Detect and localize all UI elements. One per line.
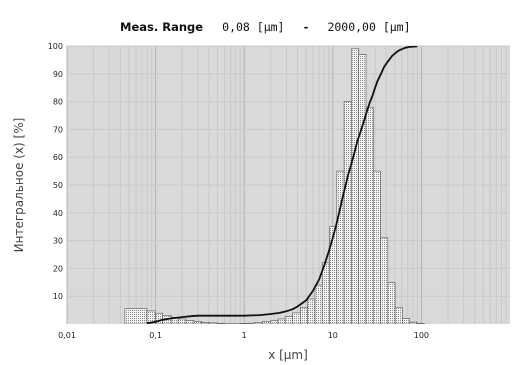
chart-title: Meas. Range 0,08 [µm] - 2000,00 [µm] xyxy=(120,16,411,35)
histogram-bar xyxy=(247,322,255,324)
y-tick-label: 50 xyxy=(53,181,63,190)
histogram-bar xyxy=(208,322,218,324)
histogram-bar xyxy=(124,308,148,324)
y-tick-label: 20 xyxy=(53,264,63,273)
histogram-bar xyxy=(380,237,389,324)
y-tick-label: 70 xyxy=(53,125,63,134)
histogram-bar xyxy=(284,316,293,324)
histogram-bar xyxy=(217,323,225,324)
x-tick-label: 100 xyxy=(414,331,429,340)
histogram-bar xyxy=(394,307,403,324)
histogram-bars xyxy=(124,48,425,324)
x-tick-label: 0,1 xyxy=(149,331,162,340)
histogram-bar xyxy=(270,320,279,324)
y-tick-label: 100 xyxy=(48,42,63,51)
cumulative-line xyxy=(146,46,418,324)
histogram-bar xyxy=(185,320,195,324)
grid xyxy=(66,45,510,324)
title-label: Meas. Range xyxy=(120,20,203,34)
histogram-bar xyxy=(365,106,374,324)
x-tick-label: 1 xyxy=(242,331,247,340)
range-separator: - xyxy=(304,20,309,34)
y-tick-label: 30 xyxy=(53,237,63,246)
histogram-bar xyxy=(239,323,249,324)
y-tick-labels: 10 20 30 40 50 60 70 80 90 100 xyxy=(48,42,63,301)
histogram-bar xyxy=(358,54,367,324)
histogram-bar xyxy=(261,321,272,324)
x-tick-label: 10 xyxy=(328,331,338,340)
range-from: 0,08 [µm] xyxy=(222,20,284,34)
y-tick-label: 80 xyxy=(53,98,63,107)
y-tick-label: 60 xyxy=(53,153,63,162)
histogram-bar xyxy=(329,226,338,324)
x-tick-label: 0,01 xyxy=(58,331,76,340)
histogram-bar xyxy=(351,48,359,324)
histogram-bar xyxy=(193,321,202,324)
y-tick-label: 10 xyxy=(53,292,63,301)
histogram-bar xyxy=(321,262,330,324)
y-tick-label: 40 xyxy=(53,209,63,218)
histogram-bar xyxy=(292,312,301,324)
histogram-bar xyxy=(201,322,210,324)
histogram-bar xyxy=(402,318,411,324)
histogram-bar xyxy=(409,321,418,324)
histogram-bar xyxy=(277,318,286,324)
y-tick-label: 90 xyxy=(53,70,63,79)
x-tick-labels: 0,01 0,1 1 10 100 xyxy=(58,331,429,340)
histogram-bar xyxy=(307,298,316,324)
histogram-bar xyxy=(343,101,352,324)
histogram-bar xyxy=(387,281,396,324)
y-axis-label: Интегральное (x) [%] xyxy=(12,118,26,253)
histogram-bar xyxy=(253,322,263,324)
histogram-bar xyxy=(314,284,323,324)
histogram-bar xyxy=(416,323,425,324)
histogram-bar xyxy=(300,307,308,324)
histogram-bar xyxy=(177,318,187,324)
x-axis-label: x [µm] xyxy=(268,348,308,362)
histogram-bar xyxy=(372,170,381,324)
range-to: 2000,00 [µm] xyxy=(327,20,410,34)
